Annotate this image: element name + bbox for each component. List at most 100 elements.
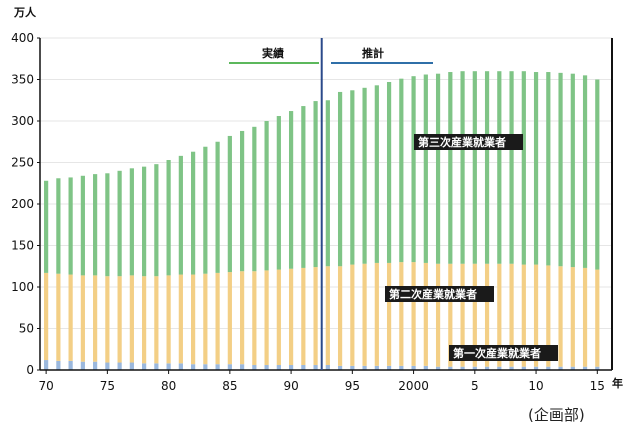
- secondary-bar-segment: [264, 270, 269, 366]
- primary-bar-segment: [56, 360, 61, 370]
- source-note: (企画部): [528, 406, 585, 424]
- secondary-bar-segment: [203, 273, 208, 365]
- primary-bar-segment: [435, 366, 441, 370]
- secondary-bar-segment: [129, 275, 134, 363]
- primary-bar-segment: [570, 366, 575, 370]
- y-tick-label: 350: [11, 73, 34, 87]
- primary-bar-segment: [325, 365, 330, 370]
- tertiary-bar-segment: [313, 101, 318, 268]
- tertiary-bar-segment: [582, 75, 588, 268]
- tertiary-bar-segment: [191, 151, 196, 275]
- tertiary-bar-segment: [460, 71, 465, 264]
- secondary-label-box: [385, 286, 494, 302]
- secondary-bar-segment: [411, 262, 416, 366]
- tertiary-bar-segment: [350, 90, 355, 265]
- primary-bar-segment: [227, 364, 232, 370]
- secondary-bar-segment: [484, 263, 490, 367]
- tertiary-label-box: [414, 134, 523, 150]
- secondary-bar-segment: [68, 274, 73, 361]
- primary-bar-segment: [313, 365, 318, 370]
- secondary-bar-segment: [546, 265, 551, 367]
- x-tick-label: 80: [161, 379, 176, 393]
- secondary-bar-segment: [93, 275, 98, 362]
- primary-bar-segment: [276, 365, 281, 370]
- tertiary-bar-segment: [399, 78, 404, 263]
- primary-bar-segment: [105, 362, 110, 370]
- secondary-bar-segment: [227, 272, 232, 365]
- primary-bar-segment: [80, 361, 85, 370]
- tertiary-bar-segment: [595, 79, 600, 270]
- tertiary-bar-segment: [178, 155, 183, 275]
- secondary-bar-segment: [325, 266, 330, 366]
- primary-bar-segment: [117, 362, 122, 370]
- actual-period-label: 実績: [262, 46, 284, 60]
- secondary-bar-segment: [276, 269, 281, 366]
- tertiary-bar-segment: [56, 178, 61, 274]
- primary-bar-segment: [215, 364, 220, 370]
- tertiary-bar-segment: [325, 100, 330, 267]
- primary-bar-segment: [350, 365, 355, 370]
- primary-bar-segment: [558, 366, 563, 370]
- tertiary-bar-segment: [80, 175, 85, 276]
- primary-bar-segment: [337, 365, 343, 370]
- secondary-bar-segment: [215, 272, 220, 365]
- secondary-bar-segment: [374, 262, 379, 366]
- x-tick-label: 5: [471, 379, 479, 393]
- tertiary-bar-segment: [93, 174, 98, 276]
- tertiary-bar-segment: [521, 71, 526, 265]
- primary-bar-segment: [288, 365, 294, 370]
- tertiary-bar-segment: [276, 116, 281, 270]
- x-tick-label: 85: [222, 379, 237, 393]
- tertiary-bar-segment: [570, 73, 575, 268]
- secondary-bar-segment: [533, 264, 539, 367]
- secondary-bar-segment: [178, 274, 183, 364]
- secondary-bar-segment: [435, 263, 441, 367]
- primary-bar-segment: [472, 366, 477, 370]
- secondary-bar-segment: [570, 267, 575, 367]
- secondary-bar-segment: [252, 271, 257, 366]
- primary-bar-segment: [154, 363, 159, 370]
- x-tick-label: 2000: [398, 379, 429, 393]
- tertiary-bar-segment: [215, 141, 220, 273]
- primary-bar-segment: [239, 364, 245, 370]
- tertiary-bar-segment: [374, 85, 379, 263]
- secondary-bar-segment: [117, 276, 122, 363]
- tertiary-bar-segment: [142, 166, 147, 277]
- tertiary-bar-segment: [301, 106, 306, 268]
- tertiary-series-label: 第三次産業就業者: [418, 135, 506, 149]
- tertiary-bar-segment: [435, 73, 441, 264]
- primary-bar-segment: [423, 365, 428, 370]
- secondary-bar-segment: [337, 266, 343, 366]
- secondary-bar-segment: [448, 263, 453, 367]
- tertiary-bar-segment: [484, 71, 490, 264]
- tertiary-bar-segment: [497, 71, 502, 264]
- primary-bar-segment: [497, 366, 502, 370]
- x-tick-label: 90: [283, 379, 298, 393]
- tertiary-bar-segment: [546, 72, 551, 266]
- secondary-bar-segment: [166, 275, 171, 364]
- tertiary-bar-segment: [105, 173, 110, 277]
- primary-bar-segment: [129, 362, 134, 370]
- y-tick-label: 0: [26, 363, 34, 377]
- secondary-bar-segment: [362, 263, 367, 366]
- x-tick-label: 70: [38, 379, 53, 393]
- tertiary-bar-segment: [288, 111, 294, 269]
- tertiary-bar-segment: [154, 164, 159, 277]
- tertiary-bar-segment: [227, 135, 232, 273]
- tertiary-bar-segment: [533, 72, 539, 265]
- x-tick-labels: 70 75 80 85 90 95 2000 5 10 15: [38, 370, 605, 393]
- primary-bar-segment: [582, 366, 588, 370]
- y-tick-labels: 0 50 100 150 200 250 300 350 400: [11, 31, 40, 377]
- primary-bar-segment: [191, 364, 196, 370]
- primary-bar-segment: [178, 363, 183, 370]
- tertiary-bar-segment: [264, 121, 269, 271]
- primary-bar-segment: [460, 366, 465, 370]
- secondary-bar-segment: [521, 264, 526, 367]
- y-tick-label: 250: [11, 156, 34, 170]
- y-unit-label: 万人: [13, 5, 37, 19]
- tertiary-bar-segment: [239, 130, 245, 272]
- tertiary-bar-segment: [44, 180, 49, 273]
- primary-bar-segment: [399, 365, 404, 370]
- secondary-bar-segment: [239, 271, 245, 365]
